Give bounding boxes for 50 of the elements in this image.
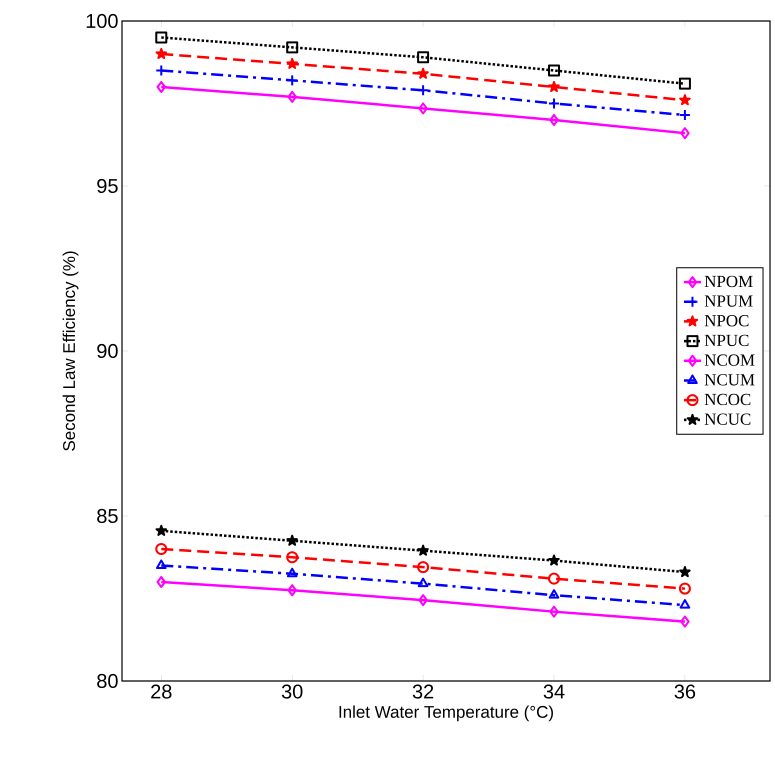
- point: [680, 127, 690, 140]
- legend-label: NPUM: [704, 295, 753, 307]
- x-tick-label: 36: [674, 684, 696, 699]
- point: [417, 84, 430, 96]
- x-tick-label: 32: [412, 684, 434, 699]
- y-tick-label: 95: [97, 178, 118, 194]
- x-tick-label: 28: [151, 684, 172, 699]
- legend-label: NPUC: [704, 334, 748, 346]
- point: [678, 109, 691, 122]
- point: [680, 616, 690, 628]
- y-axis-title: Second Law Efficiency (%): [62, 251, 78, 451]
- point: [286, 568, 298, 578]
- point: [287, 90, 297, 103]
- legend-label: NCOM: [704, 354, 755, 366]
- legend-label: NCUC: [704, 413, 750, 425]
- point: [287, 584, 297, 596]
- point: [549, 114, 559, 126]
- legend-label: NCUM: [704, 374, 755, 386]
- point: [548, 589, 560, 599]
- legend-label: NCOC: [704, 394, 750, 406]
- point: [418, 594, 428, 606]
- point: [156, 80, 166, 93]
- y-tick-label: 100: [86, 14, 118, 28]
- point: [156, 559, 167, 569]
- point: [155, 542, 168, 555]
- legend-label: NPOC: [704, 315, 748, 326]
- point: [680, 599, 690, 609]
- point: [286, 74, 298, 86]
- point: [418, 102, 428, 114]
- point: [156, 576, 166, 588]
- point: [548, 97, 560, 110]
- point: [418, 578, 428, 588]
- point: [548, 572, 560, 585]
- point: [155, 31, 168, 44]
- x-tick-label: 34: [544, 684, 565, 699]
- y-tick-label: 85: [97, 508, 118, 524]
- point: [417, 561, 430, 574]
- point: [155, 64, 168, 76]
- point: [678, 582, 691, 595]
- point: [286, 551, 298, 564]
- point: [286, 41, 298, 54]
- x-axis-title: Inlet Water Temperature (°C): [340, 705, 553, 722]
- point: [417, 51, 430, 64]
- point: [548, 64, 560, 76]
- legend-label: NPOM: [704, 276, 753, 288]
- y-tick-label: 90: [97, 344, 118, 358]
- y-tick-label: 80: [97, 674, 118, 688]
- point: [549, 606, 559, 618]
- point: [678, 78, 691, 90]
- x-tick-label: 30: [282, 684, 302, 699]
